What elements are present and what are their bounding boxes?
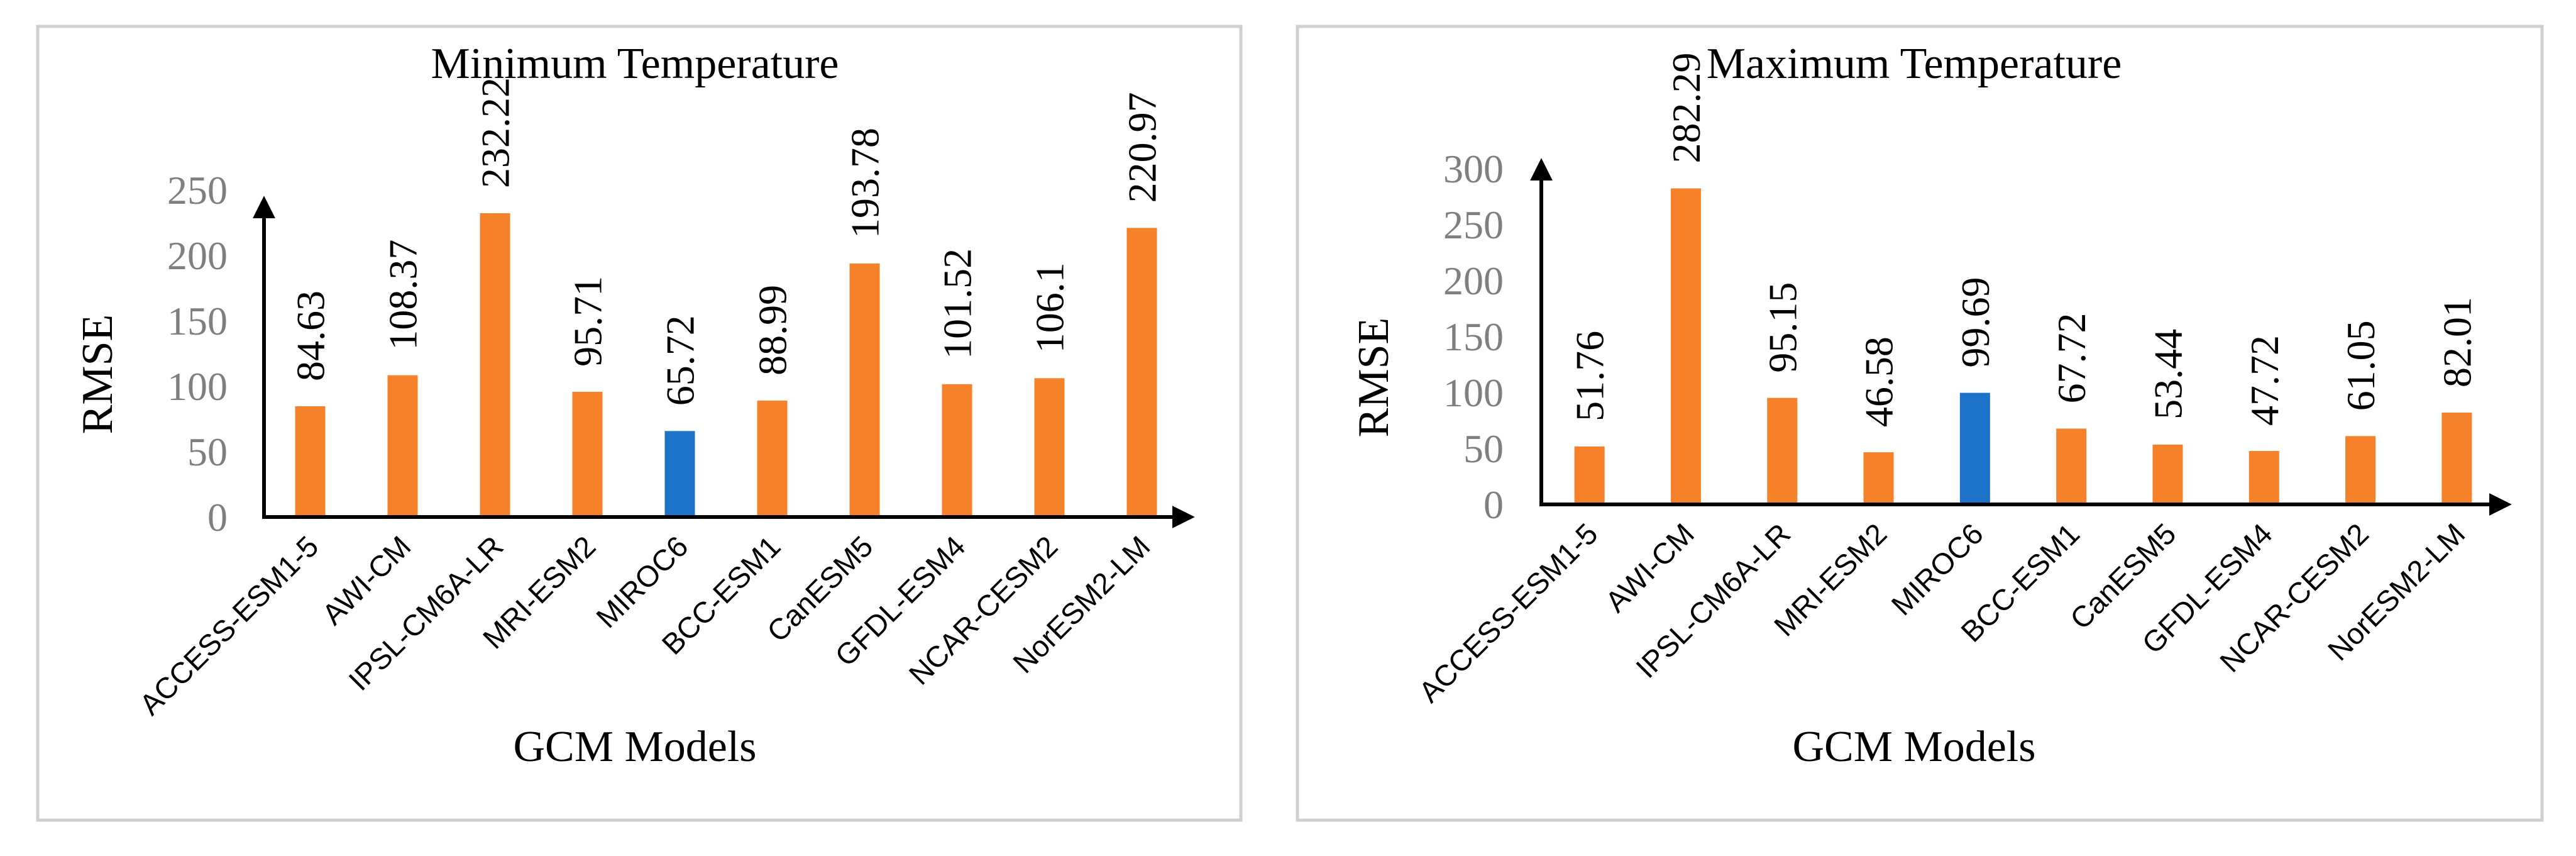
bar-miroc6 [664,431,695,517]
category-label: ACCESS-ESM1-5 [133,530,324,721]
data-labels: 51.76 282.29 95.15 46.58 99.69 67.72 53.44 47.7… [1568,53,2480,428]
bar-ncar-cesm2 [1034,378,1065,517]
chart-minimum-temperature: Minimum Temperature RMSE GCM Models 0 50 1… [36,25,1243,822]
data-label: 232.22 [473,77,518,188]
panel-frame [36,25,1243,822]
bar-access-esm1-5 [1574,446,1605,504]
bar-mri-esm2 [1863,452,1894,504]
bar-bcc-esm1 [757,400,788,517]
bar-awi-cm [387,375,418,517]
category-label: AWI-CM [1599,517,1700,619]
data-label: 101.52 [935,248,980,359]
category-labels: ACCESS-ESM1-5AWI-CMIPSL-CM6A-LRMRI-ESM2M… [1412,517,2471,709]
data-label: 99.69 [1953,277,1998,368]
data-label: 65.72 [658,315,703,406]
category-label: IPSL-CM6A-LR [342,530,509,697]
bar-bcc-esm1 [2056,428,2087,504]
bar-noresm2-lm [2441,413,2472,504]
category-label: ACCESS-ESM1-5 [1412,517,1604,709]
y-tick-label: 0 [1483,482,1504,527]
bar-miroc6 [1959,392,1990,504]
bar-ncar-cesm2 [2345,436,2376,504]
bars [1574,188,2472,504]
y-tick-label: 50 [187,430,228,474]
bars [295,213,1157,517]
data-label: 53.44 [2145,329,2190,420]
y-tick-label: 0 [207,495,228,540]
bar-ipsl-cm6a-lr [1767,397,1798,504]
y-tick-labels: 0 50 100 150 200 250 300 [1443,147,1504,527]
data-label: 220.97 [1120,92,1165,203]
bar-canesm5 [849,263,880,517]
y-tick-labels: 0 50 100 150 200 250 [167,168,228,540]
data-label: 282.29 [1664,53,1709,164]
y-tick-label: 200 [1443,258,1504,303]
y-tick-label: 250 [1443,203,1504,247]
y-tick-label: 50 [1463,426,1504,471]
bar-noresm2-lm [1126,228,1157,517]
bar-canesm5 [2152,444,2183,504]
bar-gfdl-esm4 [2248,451,2279,504]
chart-maximum-temperature: Maximum Temperature RMSE GCM Models 0 50 1… [1296,25,2544,822]
bar-ipsl-cm6a-lr [480,213,510,517]
y-tick-label: 100 [1443,370,1504,415]
data-label: 108.37 [381,240,426,350]
data-label: 106.1 [1028,262,1072,353]
y-axis-title: RMSE [74,314,122,435]
y-axis-title: RMSE [1350,318,1398,438]
data-labels: 84.63 108.37 232.22 95.71 65.72 88.99 193.78 10… [289,77,1165,406]
y-tick-label: 250 [167,168,228,213]
bar-gfdl-esm4 [942,384,972,517]
x-axis-title: GCM Models [514,723,757,771]
y-tick-label: 150 [1443,314,1504,359]
y-tick-label: 150 [167,299,228,343]
data-label: 95.15 [1760,282,1805,373]
data-label: 82.01 [2435,297,2479,387]
y-tick-label: 100 [167,364,228,409]
chart-title: Minimum Temperature [431,40,839,88]
data-label: 95.71 [566,276,610,367]
panel-frame [1296,25,2544,822]
bar-awi-cm [1670,188,1701,504]
data-label: 46.58 [1857,336,1902,427]
data-label: 61.05 [2338,320,2383,411]
y-tick-label: 300 [1443,147,1504,191]
bar-mri-esm2 [572,391,603,517]
data-label: 88.99 [751,285,795,375]
chart-title: Maximum Temperature [1707,40,2122,88]
x-axis-title: GCM Models [1793,723,2036,771]
data-label: 67.72 [2049,313,2094,403]
category-labels: ACCESS-ESM1-5AWI-CMIPSL-CM6A-LRMRI-ESM2M… [133,530,1156,721]
data-label: 51.76 [1568,331,1612,421]
bar-access-esm1-5 [295,406,326,517]
data-label: 47.72 [2242,335,2287,426]
y-tick-label: 200 [167,233,228,278]
data-label: 193.78 [843,128,888,238]
data-label: 84.63 [289,291,333,381]
